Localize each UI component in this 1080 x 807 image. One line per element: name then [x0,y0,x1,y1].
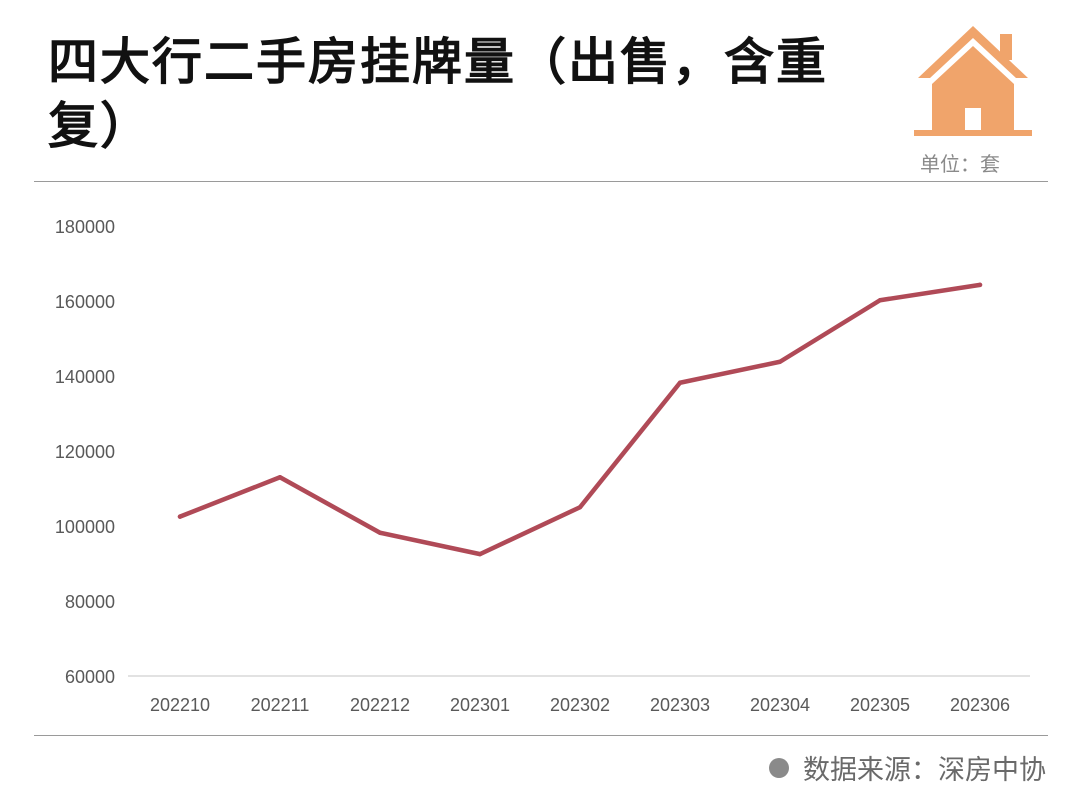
y-tick-label: 140000 [55,367,115,387]
data-point [377,530,383,535]
x-tick-label: 202301 [450,695,510,715]
y-tick-label: 180000 [55,217,115,237]
data-point [277,475,283,480]
unit-label: 单位：套 [920,152,1000,176]
data-point [477,551,483,557]
top-divider [34,181,1048,182]
y-tick-label: 60000 [65,667,115,687]
source-note: 数据来源：深房中协 [769,748,1046,787]
data-point [977,282,983,288]
data-point [877,298,883,303]
data-point [677,380,683,385]
y-tick-label: 80000 [65,592,115,612]
bottom-divider [34,735,1048,736]
data-point [177,514,183,519]
x-tick-label: 202210 [150,695,210,715]
x-tick-label: 202304 [750,695,810,715]
x-tick-label: 202306 [950,695,1010,715]
bullet-dot-icon [769,757,789,778]
y-tick-label: 120000 [55,442,115,462]
data-point [777,359,783,364]
chart-title: 四大行二手房挂牌量（出售，含重复） [48,33,828,155]
x-tick-label: 202305 [850,695,910,715]
house-icon [914,26,1032,136]
series-line [177,282,983,557]
data-point [577,505,583,510]
x-tick-label: 202211 [251,695,310,715]
y-tick-label: 160000 [55,292,115,312]
y-tick-label: 100000 [55,517,115,537]
source-text: 数据来源：深房中协 [803,755,1046,786]
x-tick-label: 202302 [550,695,610,715]
x-tick-label: 202303 [650,695,710,715]
x-tick-label: 202212 [350,695,410,715]
